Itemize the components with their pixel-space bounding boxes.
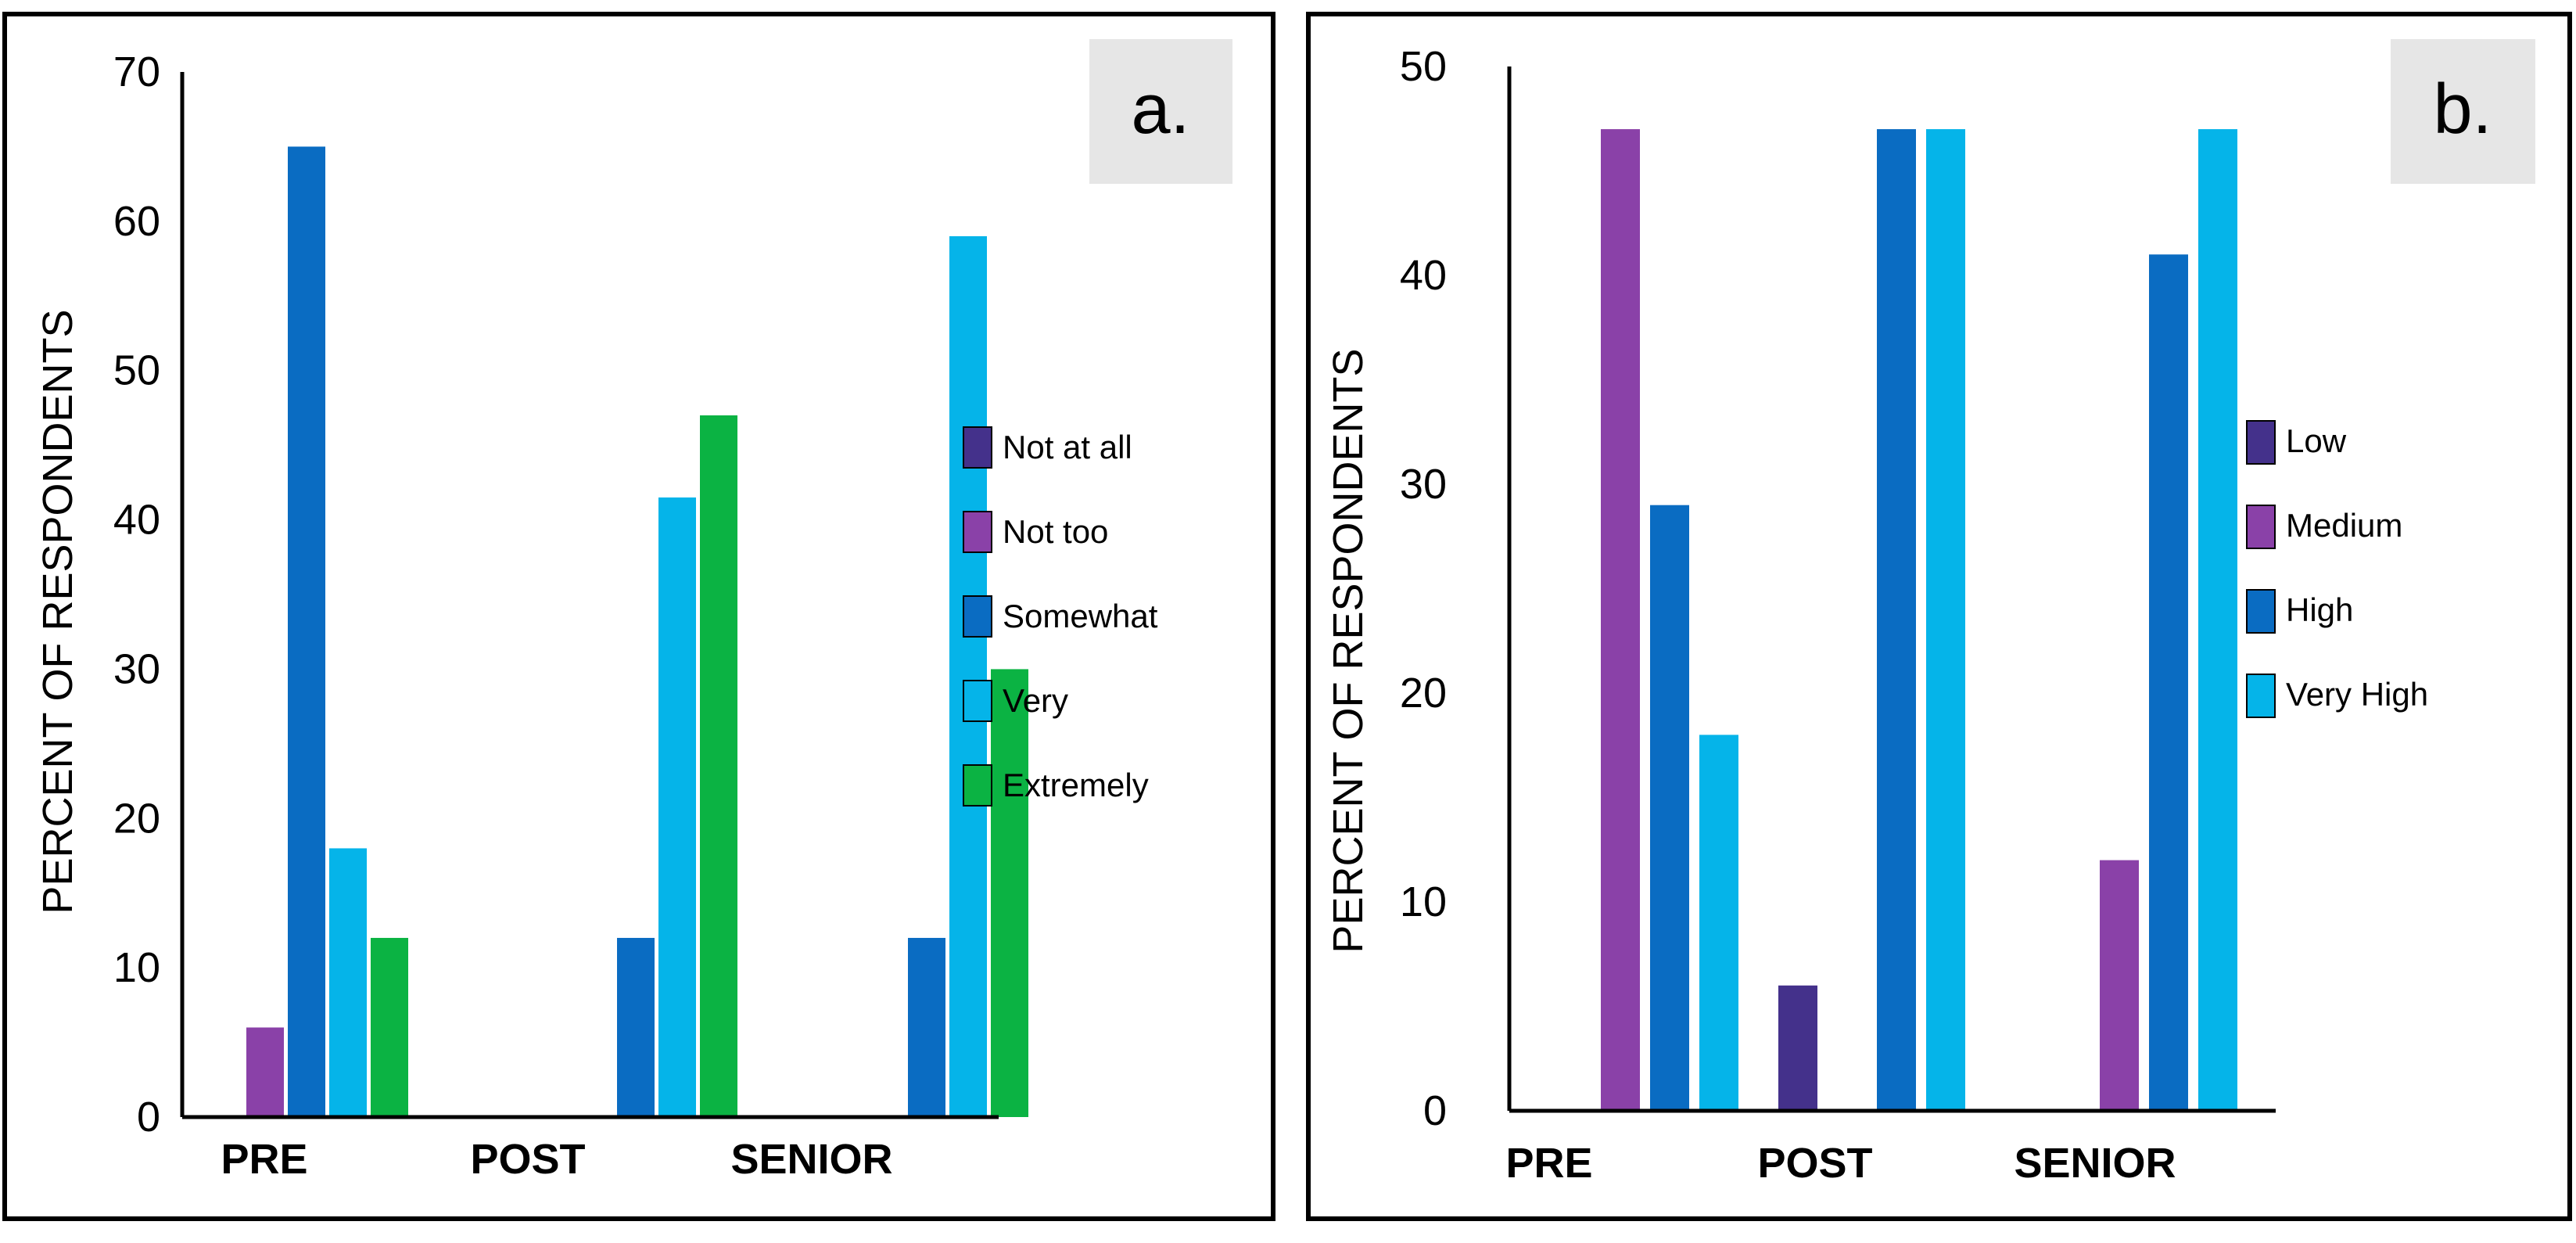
bar-pre-somewhat [288, 146, 325, 1117]
bar-senior-medium [2100, 860, 2139, 1111]
legend-swatch [2246, 505, 2276, 549]
x-category-label: POST [1757, 1140, 1872, 1187]
panel-b-label: b. [2433, 70, 2492, 149]
panel-a-label: a. [1131, 70, 1189, 149]
y-tick-label: 20 [1400, 670, 1447, 717]
y-tick-label: 40 [1400, 252, 1447, 299]
x-category-label: PRE [221, 1136, 307, 1183]
legend-swatch [2246, 420, 2276, 465]
bar-post-high [1877, 129, 1916, 1112]
x-category-label: POST [470, 1136, 585, 1183]
bar-post-very-high [1926, 129, 1965, 1112]
legend-swatch [963, 511, 992, 553]
bar-post-extremely [700, 415, 737, 1117]
bar-pre-very [329, 848, 367, 1117]
bar-post-very [658, 497, 696, 1117]
y-tick-label: 10 [1400, 878, 1447, 925]
panel-b-label-box [2391, 39, 2535, 184]
panel-a: a. PERCENT OF RESPONDENTS 0 10 20 30 40 50 60 7… [2, 12, 1275, 1221]
panel-a-y-axis-label: PERCENT OF RESPONDENTS [34, 309, 81, 914]
y-tick-label: 50 [1400, 43, 1447, 90]
legend-label: Medium [2286, 507, 2402, 544]
y-tick-label: 60 [113, 198, 160, 245]
bar-post-low [1778, 985, 1817, 1111]
bar-senior-very [949, 235, 987, 1117]
legend-swatch [963, 595, 992, 638]
y-tick-label: 0 [137, 1094, 160, 1141]
y-tick-label: 20 [113, 795, 160, 842]
legend-label: Extremely [1003, 767, 1149, 803]
bar-post-somewhat [617, 937, 655, 1117]
legend-swatch [963, 764, 992, 807]
bar-senior-somewhat [908, 937, 945, 1117]
bar-senior-extremely [991, 669, 1028, 1117]
bar-senior-very-high [2198, 129, 2237, 1112]
y-tick-label: 0 [1423, 1087, 1447, 1134]
bar-senior-high [2149, 254, 2188, 1111]
bar-pre-not-too [246, 1027, 284, 1117]
y-tick-label: 30 [113, 645, 160, 692]
x-category-label: SENIOR [2014, 1140, 2176, 1187]
x-category-label: PRE [1505, 1140, 1592, 1187]
panel-b: b. PERCENT OF RESPONDENTS 0 10 20 30 40 50 PR… [1306, 12, 2572, 1221]
bar-pre-medium [1601, 129, 1640, 1112]
legend-swatch [2246, 589, 2276, 634]
y-tick-label: 50 [113, 347, 160, 394]
legend-swatch [2246, 674, 2276, 718]
y-tick-label: 30 [1400, 461, 1447, 508]
bar-pre-very-high [1699, 735, 1738, 1111]
y-tick-label: 40 [113, 497, 160, 544]
legend-label: Not too [1003, 513, 1108, 550]
legend-label: Very [1003, 682, 1068, 719]
legend-label: Not at all [1003, 429, 1132, 465]
legend-swatch [963, 426, 992, 469]
legend-label: Somewhat [1003, 598, 1158, 634]
panel-a-label-box [1089, 39, 1232, 184]
bar-pre-high [1650, 505, 1689, 1111]
y-tick-label: 10 [113, 944, 160, 991]
x-category-label: SENIOR [730, 1136, 892, 1183]
legend-label: High [2286, 591, 2353, 628]
bar-pre-extremely [371, 937, 408, 1117]
legend-label: Low [2286, 422, 2347, 459]
legend-swatch [963, 680, 992, 722]
y-tick-label: 70 [113, 48, 160, 95]
panel-b-y-axis-label: PERCENT OF RESPONDENTS [1325, 348, 1372, 953]
legend-label: Very High [2286, 676, 2428, 713]
